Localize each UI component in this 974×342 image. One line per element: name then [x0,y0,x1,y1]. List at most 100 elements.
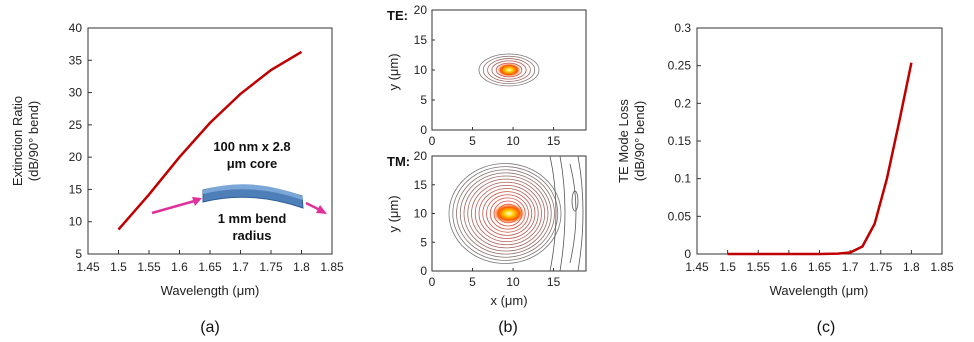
tm-mode-ytick-label: 5 [420,235,427,249]
panel-c-label: (c) [817,319,836,336]
panel-c-xtick-label: 1.8 [903,260,920,274]
panel-a-ytick-label: 40 [69,21,83,35]
panel-c-ytick-label: 0 [684,247,691,261]
panel-a-ytick-label: 10 [69,215,83,229]
core-annotation-line2: μm core [227,156,278,171]
panel-c-xtick-label: 1.7 [842,260,859,274]
te-mode-contour-line [487,58,531,82]
tm-mode-sidelobe-contour [571,190,579,212]
input-arrow-line [151,198,199,215]
panel-a-xtick-label: 1.65 [198,260,222,274]
output-arrow-head [316,205,327,214]
panel-a-ytick-label: 25 [69,118,83,132]
panel-a-xlabel: Wavelength (μm) [161,283,260,298]
te-mode-contour-line [482,55,536,85]
tm-mode-label: TM: [387,154,410,169]
panel-a-frame [87,27,333,255]
panel-c-chart: 1.45 1.5 1.55 1.6 1.65 1.7 1.75 1.8 1.85 0 0.05 0.1… [616,21,954,336]
tm-mode-contour-line [474,184,539,243]
tm-mode-xtick-label: 15 [547,275,561,289]
panel-c-xtick-label: 1.45 [685,260,709,274]
te-mode-ylabel: y (μm) [386,53,401,90]
panel-a-chart: 1.45 1.5 1.55 1.6 1.65 1.7 1.75 1.8 1.85 5 10 15 20 2… [10,21,344,336]
tm-mode-xtick-label: 0 [429,275,436,289]
tm-mode-contour-line [452,166,559,261]
te-mode-contours [478,53,540,87]
panel-a-xtick-label: 1.5 [110,260,127,274]
tm-mode-contours [448,156,584,271]
tm-mode-field-peak [493,203,525,224]
panel-c-ylabel-line2: (dB/90° bend) [632,101,647,181]
panel-a-xtick-label: 1.75 [259,260,283,274]
tm-mode-sidelobe-contour [577,156,584,271]
panel-c-xtick-label: 1.65 [808,260,832,274]
panel-a-xtick-label: 1.6 [171,260,188,274]
panel-c-ytick-label: 0.25 [668,59,692,73]
te-mode-ytick-label: 0 [420,123,427,137]
tm-mode-xtick-label: 10 [506,275,520,289]
panel-a-ticks: 1.45 1.5 1.55 1.6 1.65 1.7 1.75 1.8 1.85 5 10 15 20 2… [69,21,344,274]
tm-mode-contour-line [463,175,549,252]
panel-a-xtick-label: 1.45 [76,260,100,274]
panel-a-ytick-label: 20 [69,150,83,164]
te-mode-ytick-label: 20 [414,3,428,17]
panel-a-xtick-label: 1.85 [320,260,344,274]
panel-c-ytick-label: 0.3 [674,21,691,35]
te-mode-ticks: 0 5 10 15 0 5 10 15 20 [414,3,561,148]
te-mode-contour-line [478,53,540,87]
panel-c-xtick-label: 1.55 [747,260,771,274]
panel-c-ytick-label: 0.1 [674,172,691,186]
panel-c-ticks: 1.45 1.5 1.55 1.6 1.65 1.7 1.75 1.8 1.85 0 0.05 0.1… [668,21,954,274]
tm-mode-ytick-label: 20 [414,149,428,163]
panel-c-ytick-label: 0.2 [674,96,691,110]
te-mode-ytick-label: 15 [414,33,428,47]
bend-annotation-line1: 1 mm bend [218,211,287,226]
panel-a-xtick-label: 1.55 [137,260,161,274]
te-mode-label: TE: [387,8,408,23]
tm-mode-contour-line [448,163,562,264]
panel-b-label: (b) [498,319,518,336]
tm-mode-ytick-label: 10 [414,207,428,221]
tm-mode-sidelobe-contour [559,156,566,271]
panel-c-ytick-label: 0.05 [668,209,692,223]
tm-mode-contour-line [489,197,526,230]
panel-a-ytick-label: 30 [69,86,83,100]
panel-b-chart: 0 5 10 15 0 5 10 15 20 TE: y (μm) 0 5 10 15 0 5 10 15 20… [386,3,587,336]
panel-c-xtick-label: 1.6 [781,260,798,274]
panel-c-frame [696,27,943,255]
panel-c-series-line [727,62,913,256]
panel-a-ytick-label: 15 [69,182,83,196]
tm-mode-ticks: 0 5 10 15 0 5 10 15 20 [414,149,561,289]
panel-a-ytick-label: 35 [69,53,83,67]
panel-a-xtick-label: 1.8 [293,260,310,274]
tm-mode-contour-line [456,169,555,258]
te-mode-field-peak [497,63,521,77]
panel-c-xlabel: Wavelength (μm) [770,283,869,298]
tm-mode-sidelobe-contour [569,163,577,264]
te-mode-xtick-label: 5 [469,134,476,148]
panel-a-ylabel-line1: Extinction Ratio [10,96,25,186]
panel-a-series-line [117,50,303,231]
tm-mode-contour-line [486,194,529,233]
tm-mode-sidelobe-contour [549,156,557,271]
tm-mode-ytick-label: 15 [414,178,428,192]
tm-mode-contour-line [478,188,536,239]
tm-mode-contour-line [459,172,552,255]
tm-mode-contour-line [482,191,533,236]
panel-c-ytick-label: 0.15 [668,134,692,148]
panel-a-ytick-label: 5 [75,247,82,261]
te-mode-contour-line [491,60,527,80]
panel-c-xtick-label: 1.5 [719,260,736,274]
tm-mode-contour-line [471,181,542,246]
te-mode-xtick-label: 0 [429,134,436,148]
tm-mode-contour-line [467,178,546,249]
panel-c-xtick-label: 1.85 [930,260,954,274]
panel-a-label: (a) [200,319,220,336]
panel-c-ylabel-line1: TE Mode Loss [616,99,631,183]
waveguide-highlight-shape [203,184,303,200]
tm-mode-ylabel: y (μm) [386,195,401,232]
bend-waveguide-illustration [151,184,327,215]
input-arrow-head [192,197,202,206]
te-mode-xtick-label: 15 [547,134,561,148]
